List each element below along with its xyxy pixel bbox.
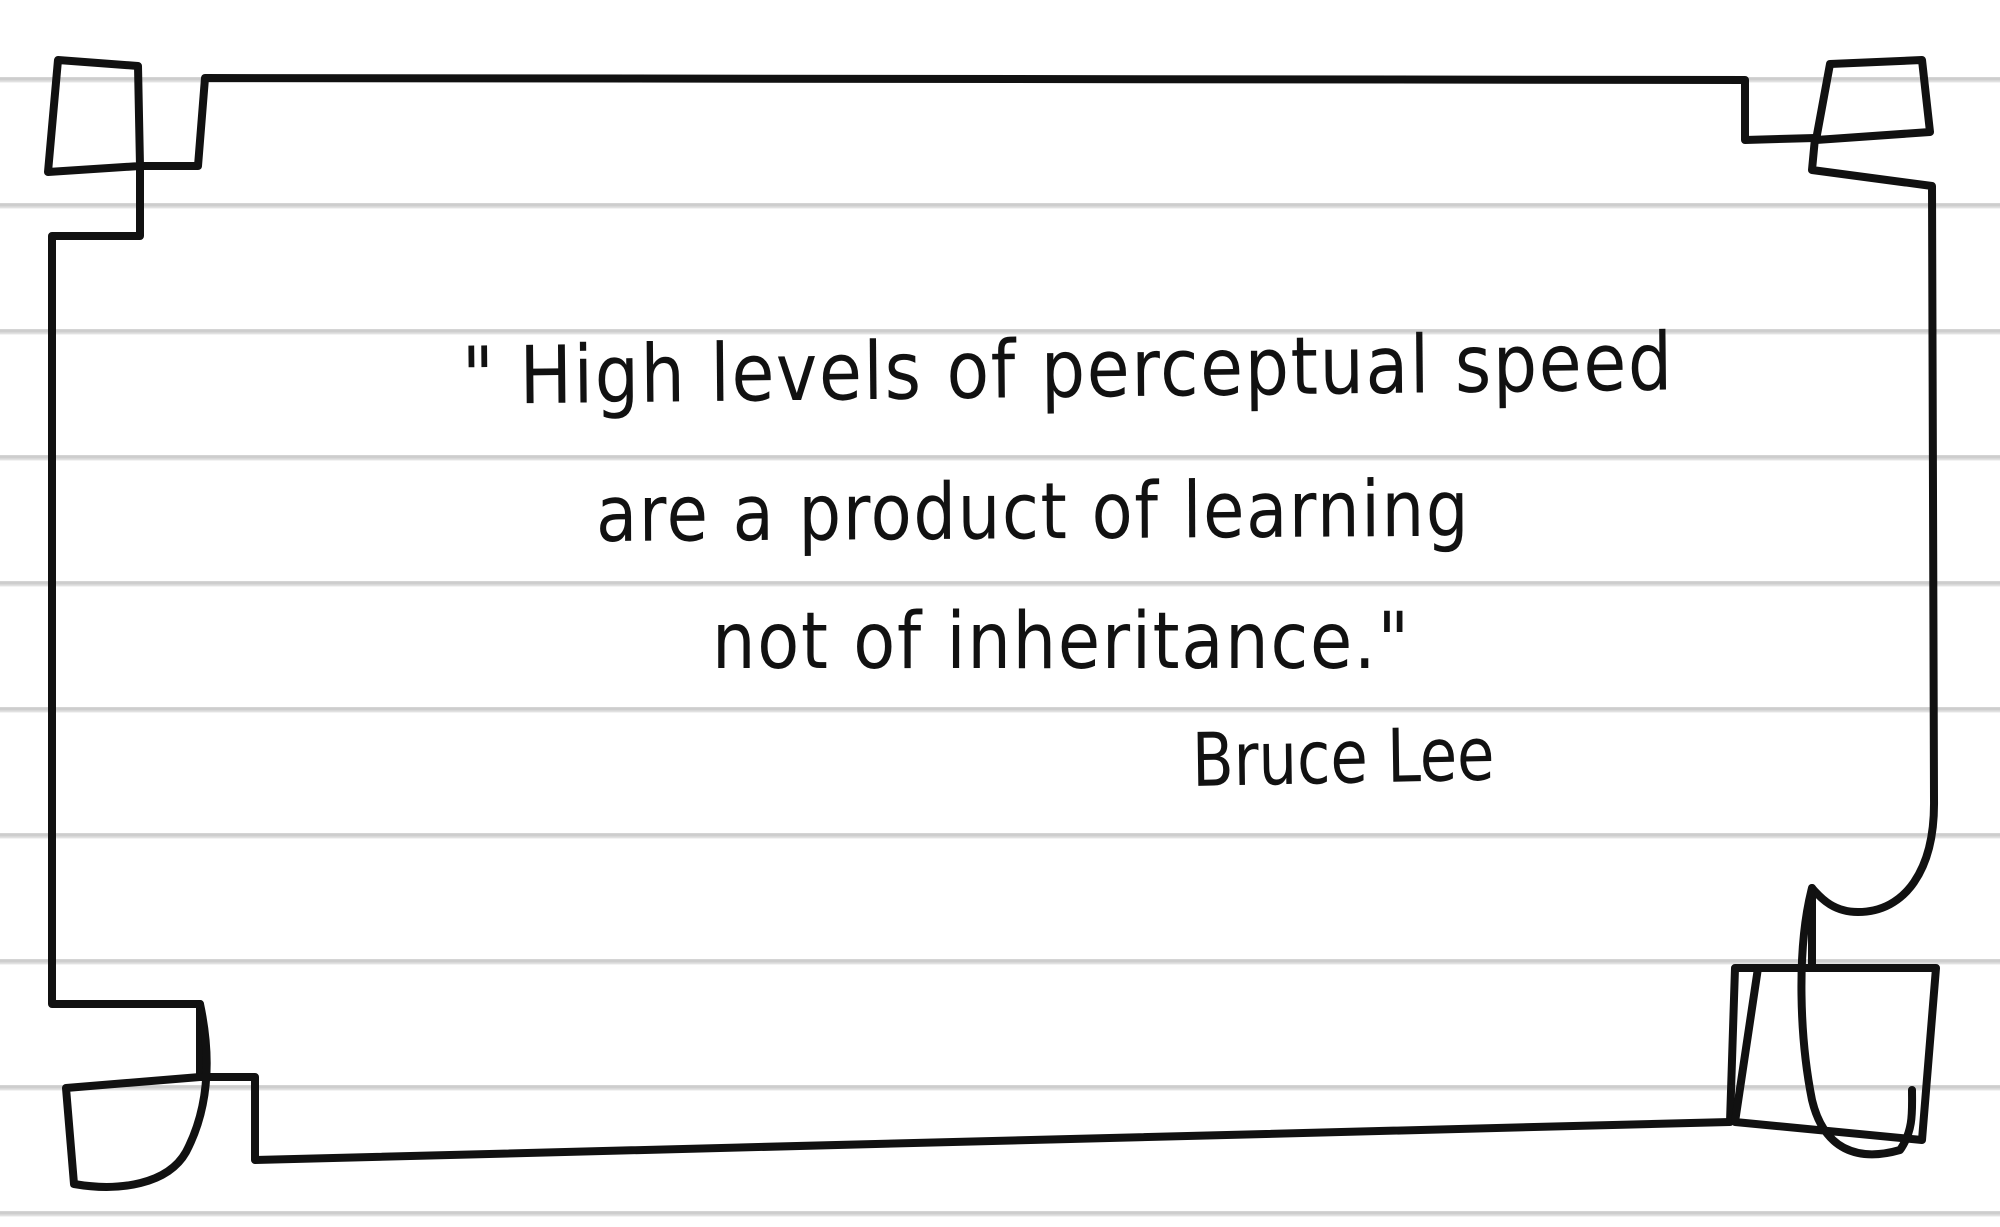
- corner-top-right: [1812, 56, 1934, 144]
- frame-outline: [48, 74, 1939, 1164]
- corner-bottom-right-loop: [1797, 884, 1917, 1159]
- corner-top-left: [44, 56, 144, 176]
- quote-line-2: are a product of learning: [595, 464, 1471, 560]
- corner-bottom-right-square: [1731, 964, 1940, 1144]
- quote-author: Bruce Lee: [1191, 711, 1495, 804]
- corner-bottom-left: [62, 1000, 211, 1191]
- quote-line-1: " High levels of perceptual speed: [461, 315, 1675, 423]
- quote-line-3: not of inheritance.": [712, 597, 1411, 687]
